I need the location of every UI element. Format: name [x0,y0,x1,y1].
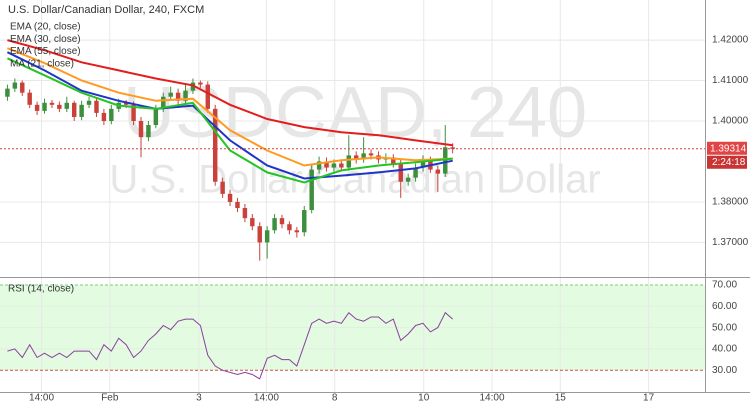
candle-body [109,108,114,122]
candle-body [183,90,188,101]
legend-entry: MA (21, close) [10,59,74,70]
x-tick-label: 17 [643,393,655,404]
candle-body [205,84,211,109]
candle-body [391,157,396,164]
y-tick-label: 70.00 [712,280,737,291]
chart-title: U.S. Dollar/Canadian Dollar, 240, FXCM [8,4,204,16]
y-tick-label: 30.00 [712,365,737,376]
candle-body [272,218,277,231]
x-tick-label: Feb [101,393,119,404]
y-tick-label: 1.38000 [712,197,749,208]
last-price-label: 1.39314 [710,143,747,154]
candle-body [175,92,181,101]
candle-body [57,104,62,109]
candle-body [146,125,151,138]
y-tick-label: 60.00 [712,301,737,312]
candle-body [212,108,218,182]
indicator-line [6,57,453,184]
candle-body [34,104,40,111]
y-tick-label: 1.41000 [712,75,749,86]
candle-body [153,108,159,126]
rsi-line [7,311,454,380]
y-tick-label: 1.42000 [712,35,749,46]
x-tick-label: 15 [555,393,567,404]
x-tick-label: 8 [332,393,338,404]
legend-entry: EMA (30, close) [10,34,81,45]
candle-body [405,177,411,182]
candle-body [12,82,18,89]
last-price-tag [707,141,747,155]
candle-body [361,153,366,160]
x-tick-label: 14:00 [29,393,54,404]
x-tick-label: 10 [418,393,430,404]
candle-body [131,104,136,122]
candle-body [450,147,455,149]
candle-body [198,82,203,85]
candle-body [413,167,418,178]
legend-entry: EMA (55, close) [10,46,81,57]
candle-body [227,193,233,202]
candle-body [168,92,173,97]
candle-body [368,153,374,156]
x-tick-label: 14:00 [480,393,505,404]
indicator-line [7,47,453,167]
indicator-line [6,51,453,180]
y-tick-label: 1.40000 [712,116,749,127]
legend-entry: EMA (20, close) [10,22,81,33]
candle-body [294,230,300,233]
candle-body [5,88,10,97]
candle-body [287,224,292,231]
candle-body [220,181,225,194]
candle-body [101,112,107,122]
candle-body [398,163,403,182]
candle-body [138,121,144,138]
candle-body [302,210,307,233]
candle-body [79,104,84,117]
rsi-title: RSI (14, close) [8,284,74,295]
countdown-tag [707,155,747,169]
candle-body [443,147,448,174]
candle-body [64,102,70,109]
candle-body [324,161,329,168]
candle-body [264,230,270,243]
candle-body [20,82,25,93]
candle-body [94,100,99,113]
y-tick-label: 50.00 [712,322,737,333]
candle-body [242,208,248,219]
candle-body [86,100,92,105]
candle-body [190,82,196,91]
indicator-line [7,39,453,147]
candle-body [250,218,255,227]
candle-body [161,96,166,109]
watermark-name: U.S. Dollar/Canadian Dollar [109,158,600,202]
candle-body [257,226,262,243]
candle-body [420,159,426,168]
plot-layer [0,0,705,392]
candle-body [331,163,337,168]
candle-body [123,102,129,105]
x-tick-label: 3 [196,393,202,404]
candle-body [309,169,314,211]
candle-body [279,218,285,225]
y-tick-label: 1.37000 [712,237,749,248]
candle-body [353,155,359,160]
candle-body [49,102,55,105]
candle-body [71,102,77,117]
candle-body [42,102,47,111]
y-tick-label: 40.00 [712,344,737,355]
candle-body [346,155,352,168]
candle-body [435,169,441,174]
countdown-label: 2:24:18 [712,157,746,168]
x-tick-label: 14:00 [254,393,279,404]
candle-body [339,163,344,168]
candle-body [27,92,32,105]
candle-body [316,161,322,170]
candle-body [235,201,240,209]
